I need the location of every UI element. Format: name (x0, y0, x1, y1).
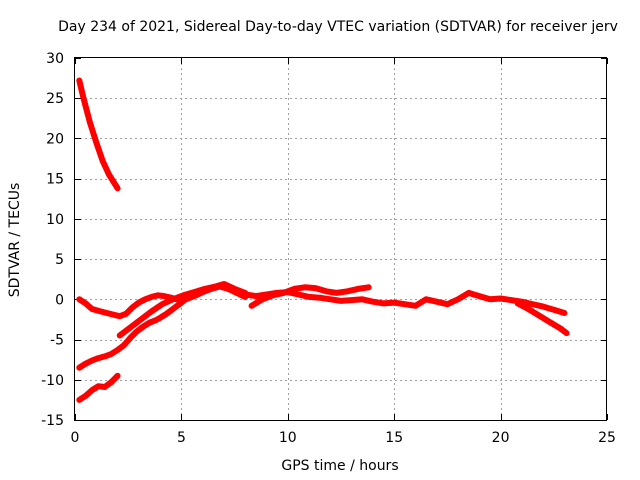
y-tick-label: 15 (46, 172, 64, 188)
x-tick-label: 20 (492, 430, 510, 446)
y-tick-label: 25 (46, 91, 64, 107)
series-line-prn-e (116, 281, 249, 339)
y-tick-label: 10 (46, 212, 64, 228)
series-line-prn-g (242, 289, 568, 316)
y-tick-label: 20 (46, 131, 64, 147)
y-tick-label: -5 (50, 333, 64, 349)
series-line-prn-h (514, 300, 570, 337)
chart-title: Day 234 of 2021, Sidereal Day-to-day VTE… (58, 19, 618, 35)
x-tick-labels: 0 5 10 15 20 25 (71, 430, 616, 446)
y-tick-label: 30 (46, 51, 64, 67)
x-tick-label: 5 (177, 430, 186, 446)
series-line-prn-a (76, 77, 121, 192)
y-tick-labels: -15 -10 -5 0 5 10 15 20 25 30 (41, 51, 64, 429)
x-tick-label: 0 (71, 430, 80, 446)
y-tick-label: -15 (41, 413, 64, 429)
plot-frame (74, 57, 607, 421)
y-tick-label: 5 (55, 252, 64, 268)
tick-marks (75, 58, 608, 421)
x-tick-label: 10 (279, 430, 297, 446)
y-axis-label: SDTVAR / TECUs (7, 183, 23, 298)
x-tick-label: 25 (598, 430, 616, 446)
grid (75, 58, 607, 420)
series-group (76, 77, 570, 403)
y-tick-label: -10 (41, 373, 64, 389)
x-tick-label: 15 (385, 430, 403, 446)
x-axis-label: GPS time / hours (281, 458, 398, 474)
series-line-prn-d (76, 372, 121, 403)
series-line-prn-b (76, 292, 185, 320)
y-tick-label: 0 (55, 292, 64, 308)
